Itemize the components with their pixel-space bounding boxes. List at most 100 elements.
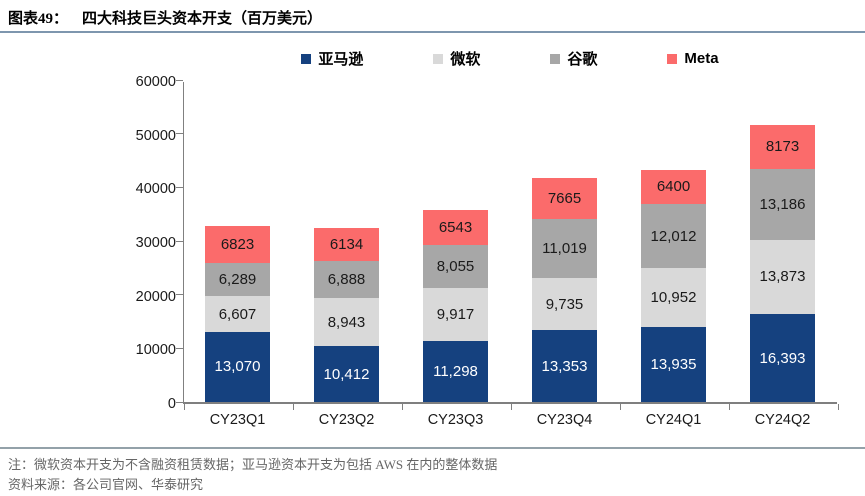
source-line: 资料来源：各公司官网、华泰研究 <box>8 477 204 492</box>
bar-segment-谷歌: 8,055 <box>423 244 488 289</box>
title-divider <box>0 31 865 33</box>
y-tick-label: 60000 <box>135 74 176 90</box>
x-axis-label-CY23Q2: CY23Q2 <box>318 412 375 428</box>
y-tick-mark <box>176 133 183 135</box>
y-tick-label: 40000 <box>135 181 176 198</box>
figure-title-text: 四大科技巨头资本开支（百万美元） <box>82 11 323 27</box>
figure-title: 图表49： 四大科技巨头资本开支（百万美元） <box>8 7 322 28</box>
y-tick-mark <box>176 294 183 296</box>
y-tick-mark <box>176 347 183 349</box>
bar-CY23Q2: 10,412 8,943 6,888 6134 <box>314 228 379 402</box>
figure-number: 图表49： <box>8 11 69 27</box>
bar-segment-谷歌: 13,186 <box>750 168 815 240</box>
legend-label: Meta <box>684 50 719 67</box>
bar-segment-谷歌: 6,888 <box>314 261 379 299</box>
x-tick-mark <box>619 404 621 410</box>
bar-value-label: 13,353 <box>541 357 588 375</box>
x-tick-mark <box>837 404 839 410</box>
x-axis-label-CY24Q1: CY24Q1 <box>645 412 702 428</box>
bar-value-label: 8,055 <box>436 258 475 276</box>
plot-area: 13,070 6,607 6,289 6823 10,412 8,943 6,888 6134… <box>176 79 839 410</box>
bar-segment-微软: 8,943 <box>314 298 379 347</box>
x-axis-label-CY23Q3: CY23Q3 <box>427 412 484 428</box>
x-tick-mark <box>510 404 512 410</box>
bar-segment-亚马逊: 13,070 <box>205 331 270 402</box>
x-tick-mark <box>401 404 403 410</box>
bar-CY24Q1: 13,935 10,952 12,012 6400 <box>641 169 706 402</box>
bar-value-label: 6400 <box>656 178 691 196</box>
bar-value-label: 13,070 <box>214 358 261 376</box>
bar-value-label: 11,019 <box>542 240 587 258</box>
y-tick-mark <box>176 240 183 242</box>
bar-segment-亚马逊: 10,412 <box>314 346 379 402</box>
bar-value-label: 6,888 <box>327 271 366 289</box>
bar-segment-微软: 9,917 <box>423 288 488 342</box>
legend-item-2: 微软 <box>433 48 480 69</box>
bar-CY24Q2: 16,393 13,873 13,186 8173 <box>750 124 815 402</box>
y-tick-label: 50000 <box>135 127 176 144</box>
y-tick-mark <box>176 401 183 403</box>
bar-value-label: 6,289 <box>218 271 257 289</box>
bar-segment-谷歌: 6,289 <box>205 262 270 297</box>
bar-segment-微软: 13,873 <box>750 239 815 315</box>
bar-segment-Meta: 7665 <box>532 177 597 219</box>
bar-segment-谷歌: 11,019 <box>532 218 597 279</box>
legend-label: 微软 <box>450 51 481 68</box>
legend-label: 亚马逊 <box>318 51 364 68</box>
bar-value-label: 13,873 <box>759 268 806 286</box>
bar-segment-Meta: 6823 <box>205 226 270 263</box>
legend-item-3: 谷歌 <box>550 48 597 69</box>
x-axis-label-CY23Q4: CY23Q4 <box>536 412 593 428</box>
y-tick-label: 30000 <box>135 235 176 251</box>
bar-CY23Q1: 13,070 6,607 6,289 6823 <box>205 226 270 402</box>
bar-value-label: 10,952 <box>650 289 697 307</box>
bar-value-label: 6543 <box>438 218 473 236</box>
bar-segment-微软: 9,735 <box>532 278 597 331</box>
bar-value-label: 6823 <box>220 235 255 253</box>
bar-segment-谷歌: 12,012 <box>641 204 706 269</box>
bar-segment-Meta: 8173 <box>750 124 815 169</box>
y-tick-label: 0 <box>167 396 176 412</box>
x-tick-mark <box>292 404 294 410</box>
bar-value-label: 9,735 <box>545 295 584 313</box>
bar-segment-亚马逊: 13,935 <box>641 327 706 402</box>
x-axis-label-CY24Q2: CY24Q2 <box>754 412 811 428</box>
bar-value-label: 6134 <box>329 236 364 254</box>
bar-segment-亚马逊: 16,393 <box>750 314 815 402</box>
legend-item-1: 亚马逊 <box>301 48 363 69</box>
y-tick-label: 20000 <box>135 288 176 305</box>
bar-segment-Meta: 6400 <box>641 169 706 204</box>
bar-value-label: 10,412 <box>323 365 370 383</box>
legend-item-4: Meta <box>667 50 719 67</box>
y-axis-labels: 0 10000 20000 30000 40000 50000 60000 <box>0 74 176 412</box>
x-tick-mark <box>728 404 730 410</box>
y-tick-mark <box>176 186 183 188</box>
legend-swatch-icon <box>433 53 444 64</box>
footer-divider <box>0 447 865 449</box>
bar-value-label: 13,935 <box>650 356 697 374</box>
legend-swatch-icon <box>550 53 561 64</box>
chart-legend: 亚马逊 微软 谷歌 Meta <box>183 48 837 69</box>
bar-segment-Meta: 6134 <box>314 228 379 262</box>
x-tick-mark <box>183 404 185 410</box>
x-axis-labels: CY23Q1 CY23Q2 CY23Q3 CY23Q4 CY24Q1 CY24Q2 <box>183 412 837 432</box>
x-axis-label-CY23Q1: CY23Q1 <box>209 412 266 428</box>
y-tick-label: 10000 <box>135 342 176 359</box>
bar-segment-Meta: 6543 <box>423 209 488 245</box>
bar-segment-亚马逊: 13,353 <box>532 330 597 402</box>
bar-segment-亚马逊: 11,298 <box>423 341 488 402</box>
bar-CY23Q3: 11,298 9,917 8,055 6543 <box>423 209 488 402</box>
bar-value-label: 9,917 <box>436 306 475 324</box>
y-tick-mark <box>176 79 183 81</box>
note-line: 注：微软资本开支为不含融资租赁数据；亚马逊资本开支为包括 AWS 在内的整体数据 <box>8 457 498 472</box>
bar-segment-微软: 6,607 <box>205 296 270 332</box>
legend-label: 谷歌 <box>567 51 598 68</box>
bar-value-label: 16,393 <box>759 349 806 367</box>
legend-swatch-icon <box>301 53 312 64</box>
bar-value-label: 12,012 <box>650 227 697 245</box>
bar-value-label: 11,298 <box>433 363 478 381</box>
bar-value-label: 7665 <box>547 189 582 207</box>
legend-swatch-icon <box>667 53 678 64</box>
bar-value-label: 13,186 <box>759 195 806 213</box>
